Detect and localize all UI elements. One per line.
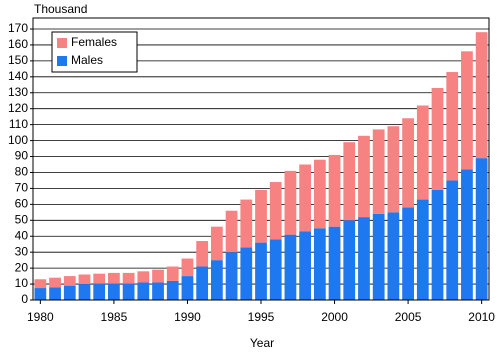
y-tick-label: 0 (21, 292, 28, 306)
bar (328, 154, 341, 227)
bar (34, 279, 47, 289)
legend-label: Males (71, 53, 103, 67)
x-tick-label: 1995 (248, 310, 275, 324)
bar (416, 199, 429, 300)
bar (34, 288, 47, 300)
bar (343, 142, 356, 221)
y-tick-label: 120 (8, 101, 28, 115)
bar (210, 260, 223, 300)
bar (299, 231, 312, 300)
bar (137, 282, 150, 300)
bar (387, 126, 400, 213)
bar (475, 32, 488, 159)
bar (402, 207, 414, 300)
bar (328, 226, 341, 300)
bar (313, 159, 326, 229)
legend-swatch (57, 38, 67, 48)
bar (299, 164, 312, 232)
y-tick-label: 20 (15, 260, 29, 274)
bar (181, 276, 194, 300)
bar (181, 258, 194, 277)
bar (152, 282, 164, 300)
y-tick-label: 170 (8, 21, 28, 35)
bar (122, 272, 135, 284)
bar (108, 283, 120, 300)
bar (461, 51, 473, 170)
bar (255, 190, 267, 243)
bar (240, 199, 253, 248)
y-tick-label: 90 (15, 149, 29, 163)
bar (63, 276, 76, 286)
bar (122, 283, 135, 300)
y-tick-label: 130 (8, 85, 28, 99)
bar (196, 241, 209, 267)
bar (49, 287, 61, 300)
bar (461, 169, 473, 300)
x-tick-label: 1980 (27, 310, 54, 324)
x-tick-label: 2005 (395, 310, 422, 324)
bar (196, 266, 209, 300)
x-tick-label: 2000 (321, 310, 348, 324)
bar (166, 266, 179, 281)
bar (93, 283, 106, 300)
bar (416, 105, 429, 200)
bar (431, 190, 444, 300)
bar (240, 247, 253, 300)
y-unit-label: Thousand (34, 2, 87, 16)
bar (78, 274, 91, 285)
x-tick-label: 1985 (101, 310, 128, 324)
bar (49, 277, 61, 288)
bar (269, 182, 282, 240)
y-tick-label: 80 (15, 165, 29, 179)
bar (358, 217, 370, 300)
bar (269, 239, 282, 300)
y-tick-label: 30 (15, 244, 29, 258)
bar (475, 158, 488, 300)
bar (358, 135, 370, 218)
bar (166, 280, 179, 300)
x-tick-label: 1990 (174, 310, 201, 324)
y-tick-label: 160 (8, 37, 28, 51)
bar (225, 252, 238, 300)
x-tick-label: 2010 (468, 310, 495, 324)
y-tick-label: 100 (8, 133, 28, 147)
bar (343, 220, 356, 300)
bar (78, 284, 91, 300)
bar (284, 234, 297, 300)
bar (313, 228, 326, 300)
y-tick-label: 140 (8, 69, 28, 83)
bar (446, 180, 459, 300)
y-tick-label: 50 (15, 212, 29, 226)
y-tick-label: 70 (15, 181, 29, 195)
y-tick-label: 150 (8, 53, 28, 67)
bar (63, 285, 76, 300)
bar (387, 212, 400, 300)
legend-label: Females (71, 35, 117, 49)
bar (210, 226, 223, 261)
bar (372, 213, 385, 300)
bar (93, 273, 106, 284)
bar (137, 271, 150, 283)
bar (255, 242, 267, 300)
bar (152, 269, 164, 283)
bar (402, 118, 414, 208)
bar (372, 129, 385, 214)
bar (225, 210, 238, 253)
bar (108, 272, 120, 284)
bar (446, 72, 459, 181)
x-axis-label: Year (250, 336, 274, 350)
bar (431, 87, 444, 191)
y-tick-label: 10 (15, 276, 29, 290)
bar (284, 170, 297, 235)
legend-swatch (57, 56, 67, 66)
y-tick-label: 60 (15, 197, 29, 211)
y-tick-label: 110 (9, 117, 28, 131)
y-tick-label: 40 (15, 228, 29, 242)
